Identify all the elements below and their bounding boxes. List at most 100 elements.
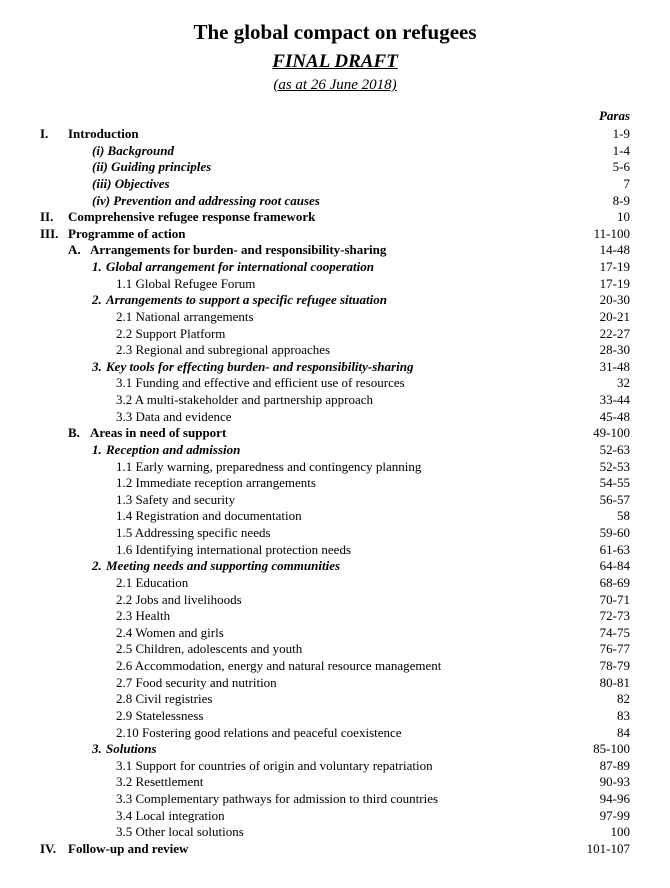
toc-page: 76-77 <box>597 641 630 658</box>
toc-row: 3.5 Other local solutions 100 <box>40 824 630 841</box>
toc-row: 3.Solutions85-100 <box>40 741 630 758</box>
toc-page: 17-19 <box>597 259 630 276</box>
toc-page: 72-73 <box>597 608 630 625</box>
toc-row: A.Arrangements for burden- and responsib… <box>40 242 630 259</box>
toc-row: (iii) Objectives 7 <box>40 176 630 193</box>
toc-page: 54-55 <box>597 475 630 492</box>
toc-page: 61-63 <box>597 542 630 559</box>
toc-label: (iv) Prevention and addressing root caus… <box>92 193 323 210</box>
toc-page: 58 <box>614 508 630 525</box>
toc-number: 3. <box>92 741 106 758</box>
toc-page: 68-69 <box>597 575 630 592</box>
toc-row: 2.3 Health 72-73 <box>40 608 630 625</box>
toc-row: (ii) Guiding principles5-6 <box>40 159 630 176</box>
toc-page: 74-75 <box>597 625 630 642</box>
toc-number: 1. <box>92 442 106 459</box>
doc-date: (as at 26 June 2018) <box>40 77 630 94</box>
paras-header: Paras <box>40 108 630 124</box>
toc-row: 2.8 Civil registries 82 <box>40 691 630 708</box>
toc-page: 87-89 <box>597 758 630 775</box>
toc-page: 31-48 <box>597 359 630 376</box>
toc-label: 1.4 Registration and documentation <box>116 508 305 525</box>
toc-row: 2.4 Women and girls 74-75 <box>40 625 630 642</box>
toc-row: 2.3 Regional and subregional approaches 2… <box>40 342 630 359</box>
toc-row: I.Introduction1-9 <box>40 126 630 143</box>
toc-page: 17-19 <box>597 276 630 293</box>
toc-number: A. <box>68 242 90 259</box>
toc-label: 2.4 Women and girls <box>116 625 227 642</box>
toc-row: 1.Global arrangement for international c… <box>40 259 630 276</box>
toc-page: 101-107 <box>584 841 630 858</box>
toc-page: 59-60 <box>597 525 630 542</box>
toc-label: Introduction <box>68 126 142 143</box>
toc-row: 3.1 Funding and effective and efficient … <box>40 375 630 392</box>
toc-page: 78-79 <box>597 658 630 675</box>
toc-label: Meeting needs and supporting communities <box>106 558 343 575</box>
toc-number: I. <box>40 126 68 143</box>
toc-page: 33-44 <box>597 392 630 409</box>
toc-label: 2.3 Health <box>116 608 173 625</box>
toc-label: 3.1 Support for countries of origin and … <box>116 758 436 775</box>
toc-page: 70-71 <box>597 592 630 609</box>
toc-number: 1. <box>92 259 106 276</box>
toc-row: 3.3 Complementary pathways for admission… <box>40 791 630 808</box>
toc-row: 1.6 Identifying international protection… <box>40 542 630 559</box>
toc-row: 2.6 Accommodation, energy and natural re… <box>40 658 630 675</box>
toc-page: 10 <box>614 209 630 226</box>
toc-label: Programme of action <box>68 226 188 243</box>
toc-page: 20-21 <box>597 309 630 326</box>
toc-page: 100 <box>608 824 631 841</box>
toc-row: 2.Arrangements to support a specific ref… <box>40 292 630 309</box>
toc-row: 2.10 Fostering good relations and peacef… <box>40 725 630 742</box>
toc-row: 1.1 Global Refugee Forum 17-19 <box>40 276 630 293</box>
toc-label: (i) Background <box>92 143 177 160</box>
toc-page: 49-100 <box>590 425 630 442</box>
toc-row: (iv) Prevention and addressing root caus… <box>40 193 630 210</box>
toc-row: 1.5 Addressing specific needs59-60 <box>40 525 630 542</box>
toc-page: 32 <box>614 375 630 392</box>
toc-label: 2.2 Support Platform <box>116 326 228 343</box>
toc-page: 5-6 <box>610 159 630 176</box>
toc-page: 56-57 <box>597 492 630 509</box>
toc-label: 2.6 Accommodation, energy and natural re… <box>116 658 444 675</box>
toc-page: 45-48 <box>597 409 630 426</box>
toc-label: 1.2 Immediate reception arrangements <box>116 475 319 492</box>
toc-label: 1.1 Global Refugee Forum <box>116 276 258 293</box>
toc-number: III. <box>40 226 68 243</box>
toc-page: 94-96 <box>597 791 630 808</box>
toc-page: 1-4 <box>610 143 630 160</box>
table-of-contents: I.Introduction1-9(i) Background 1-4(ii) G… <box>40 126 630 858</box>
toc-row: 1.3 Safety and security 56-57 <box>40 492 630 509</box>
toc-row: IV.Follow-up and review101-107 <box>40 841 630 858</box>
toc-page: 20-30 <box>597 292 630 309</box>
toc-label: 3.4 Local integration <box>116 808 228 825</box>
toc-row: 3.Key tools for effecting burden- and re… <box>40 359 630 376</box>
toc-label: 2.1 Education <box>116 575 191 592</box>
toc-row: 3.2 A multi-stakeholder and partnership … <box>40 392 630 409</box>
toc-label: Reception and admission <box>106 442 243 459</box>
toc-row: 1.2 Immediate reception arrangements 54-5… <box>40 475 630 492</box>
toc-label: 1.3 Safety and security <box>116 492 238 509</box>
doc-title: The global compact on refugees <box>40 20 630 45</box>
toc-number: 2. <box>92 292 106 309</box>
toc-page: 28-30 <box>597 342 630 359</box>
toc-label: Key tools for effecting burden- and resp… <box>106 359 416 376</box>
toc-row: 1.Reception and admission 52-63 <box>40 442 630 459</box>
toc-page: 52-63 <box>597 442 630 459</box>
toc-row: 2.2 Jobs and livelihoods70-71 <box>40 592 630 609</box>
toc-page: 97-99 <box>597 808 630 825</box>
toc-page: 83 <box>614 708 630 725</box>
toc-label: 3.2 A multi-stakeholder and partnership … <box>116 392 376 409</box>
toc-label: 3.2 Resettlement <box>116 774 206 791</box>
toc-row: 2.1 National arrangements20-21 <box>40 309 630 326</box>
toc-label: 2.3 Regional and subregional approaches <box>116 342 333 359</box>
toc-number: 3. <box>92 359 106 376</box>
toc-page: 85-100 <box>590 741 630 758</box>
toc-page: 14-48 <box>597 242 630 259</box>
toc-page: 64-84 <box>597 558 630 575</box>
toc-row: 2.7 Food security and nutrition80-81 <box>40 675 630 692</box>
toc-row: 2.2 Support Platform22-27 <box>40 326 630 343</box>
toc-label: 1.6 Identifying international protection… <box>116 542 354 559</box>
toc-row: B.Areas in need of support49-100 <box>40 425 630 442</box>
toc-row: 2.9 Statelessness 83 <box>40 708 630 725</box>
